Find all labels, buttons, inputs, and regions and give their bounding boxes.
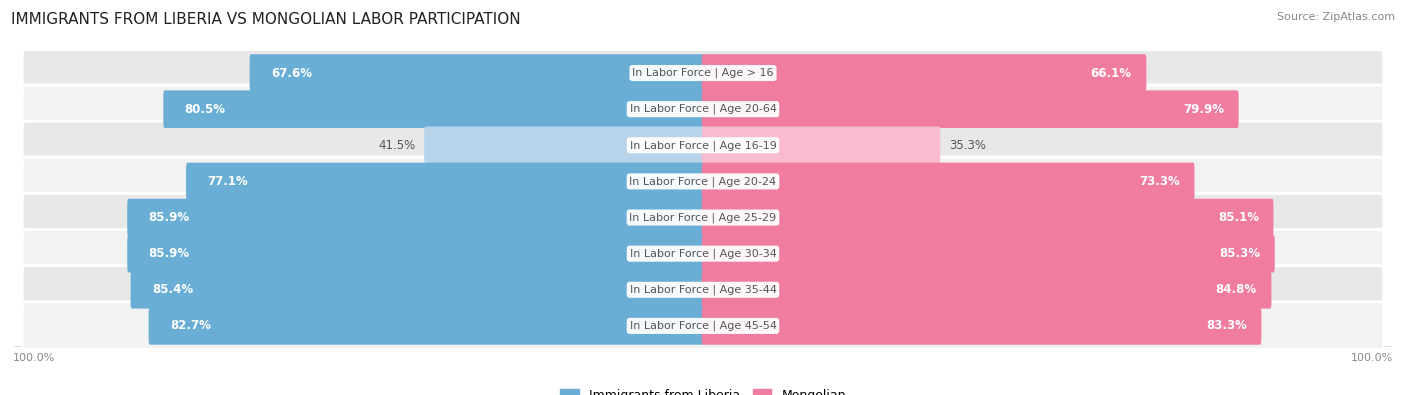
FancyBboxPatch shape (22, 302, 1384, 350)
Legend: Immigrants from Liberia, Mongolian: Immigrants from Liberia, Mongolian (555, 384, 851, 395)
Text: 85.4%: 85.4% (152, 283, 193, 296)
FancyBboxPatch shape (702, 54, 1146, 92)
FancyBboxPatch shape (250, 54, 704, 92)
Text: In Labor Force | Age 30-34: In Labor Force | Age 30-34 (630, 248, 776, 259)
FancyBboxPatch shape (22, 157, 1384, 206)
FancyBboxPatch shape (702, 163, 1195, 200)
FancyBboxPatch shape (425, 126, 704, 164)
FancyBboxPatch shape (131, 271, 704, 308)
FancyBboxPatch shape (22, 229, 1384, 278)
Text: 77.1%: 77.1% (207, 175, 247, 188)
FancyBboxPatch shape (702, 235, 1275, 273)
Text: In Labor Force | Age 25-29: In Labor Force | Age 25-29 (630, 212, 776, 223)
Text: 80.5%: 80.5% (184, 103, 225, 116)
Text: In Labor Force | Age > 16: In Labor Force | Age > 16 (633, 68, 773, 78)
FancyBboxPatch shape (22, 121, 1384, 169)
FancyBboxPatch shape (702, 271, 1271, 308)
Text: IMMIGRANTS FROM LIBERIA VS MONGOLIAN LABOR PARTICIPATION: IMMIGRANTS FROM LIBERIA VS MONGOLIAN LAB… (11, 12, 520, 27)
Text: In Labor Force | Age 20-24: In Labor Force | Age 20-24 (630, 176, 776, 187)
Text: In Labor Force | Age 35-44: In Labor Force | Age 35-44 (630, 284, 776, 295)
FancyBboxPatch shape (702, 126, 941, 164)
Text: 35.3%: 35.3% (949, 139, 986, 152)
FancyBboxPatch shape (127, 199, 704, 236)
FancyBboxPatch shape (702, 199, 1274, 236)
Text: In Labor Force | Age 20-64: In Labor Force | Age 20-64 (630, 104, 776, 115)
Text: 67.6%: 67.6% (271, 66, 312, 79)
Text: 85.3%: 85.3% (1219, 247, 1260, 260)
FancyBboxPatch shape (149, 307, 704, 345)
Text: In Labor Force | Age 16-19: In Labor Force | Age 16-19 (630, 140, 776, 150)
Text: 83.3%: 83.3% (1206, 320, 1247, 333)
Text: In Labor Force | Age 45-54: In Labor Force | Age 45-54 (630, 321, 776, 331)
FancyBboxPatch shape (702, 90, 1239, 128)
Text: 85.9%: 85.9% (149, 211, 190, 224)
FancyBboxPatch shape (22, 193, 1384, 242)
FancyBboxPatch shape (22, 265, 1384, 314)
Text: 85.9%: 85.9% (149, 247, 190, 260)
FancyBboxPatch shape (22, 85, 1384, 134)
Text: 82.7%: 82.7% (170, 320, 211, 333)
FancyBboxPatch shape (702, 307, 1261, 345)
Text: 73.3%: 73.3% (1139, 175, 1180, 188)
FancyBboxPatch shape (22, 49, 1384, 97)
Text: 66.1%: 66.1% (1091, 66, 1132, 79)
Text: 79.9%: 79.9% (1182, 103, 1225, 116)
Text: 84.8%: 84.8% (1216, 283, 1257, 296)
Text: 85.1%: 85.1% (1218, 211, 1258, 224)
FancyBboxPatch shape (127, 235, 704, 273)
Text: Source: ZipAtlas.com: Source: ZipAtlas.com (1277, 12, 1395, 22)
FancyBboxPatch shape (163, 90, 704, 128)
Text: 41.5%: 41.5% (378, 139, 415, 152)
FancyBboxPatch shape (186, 163, 704, 200)
